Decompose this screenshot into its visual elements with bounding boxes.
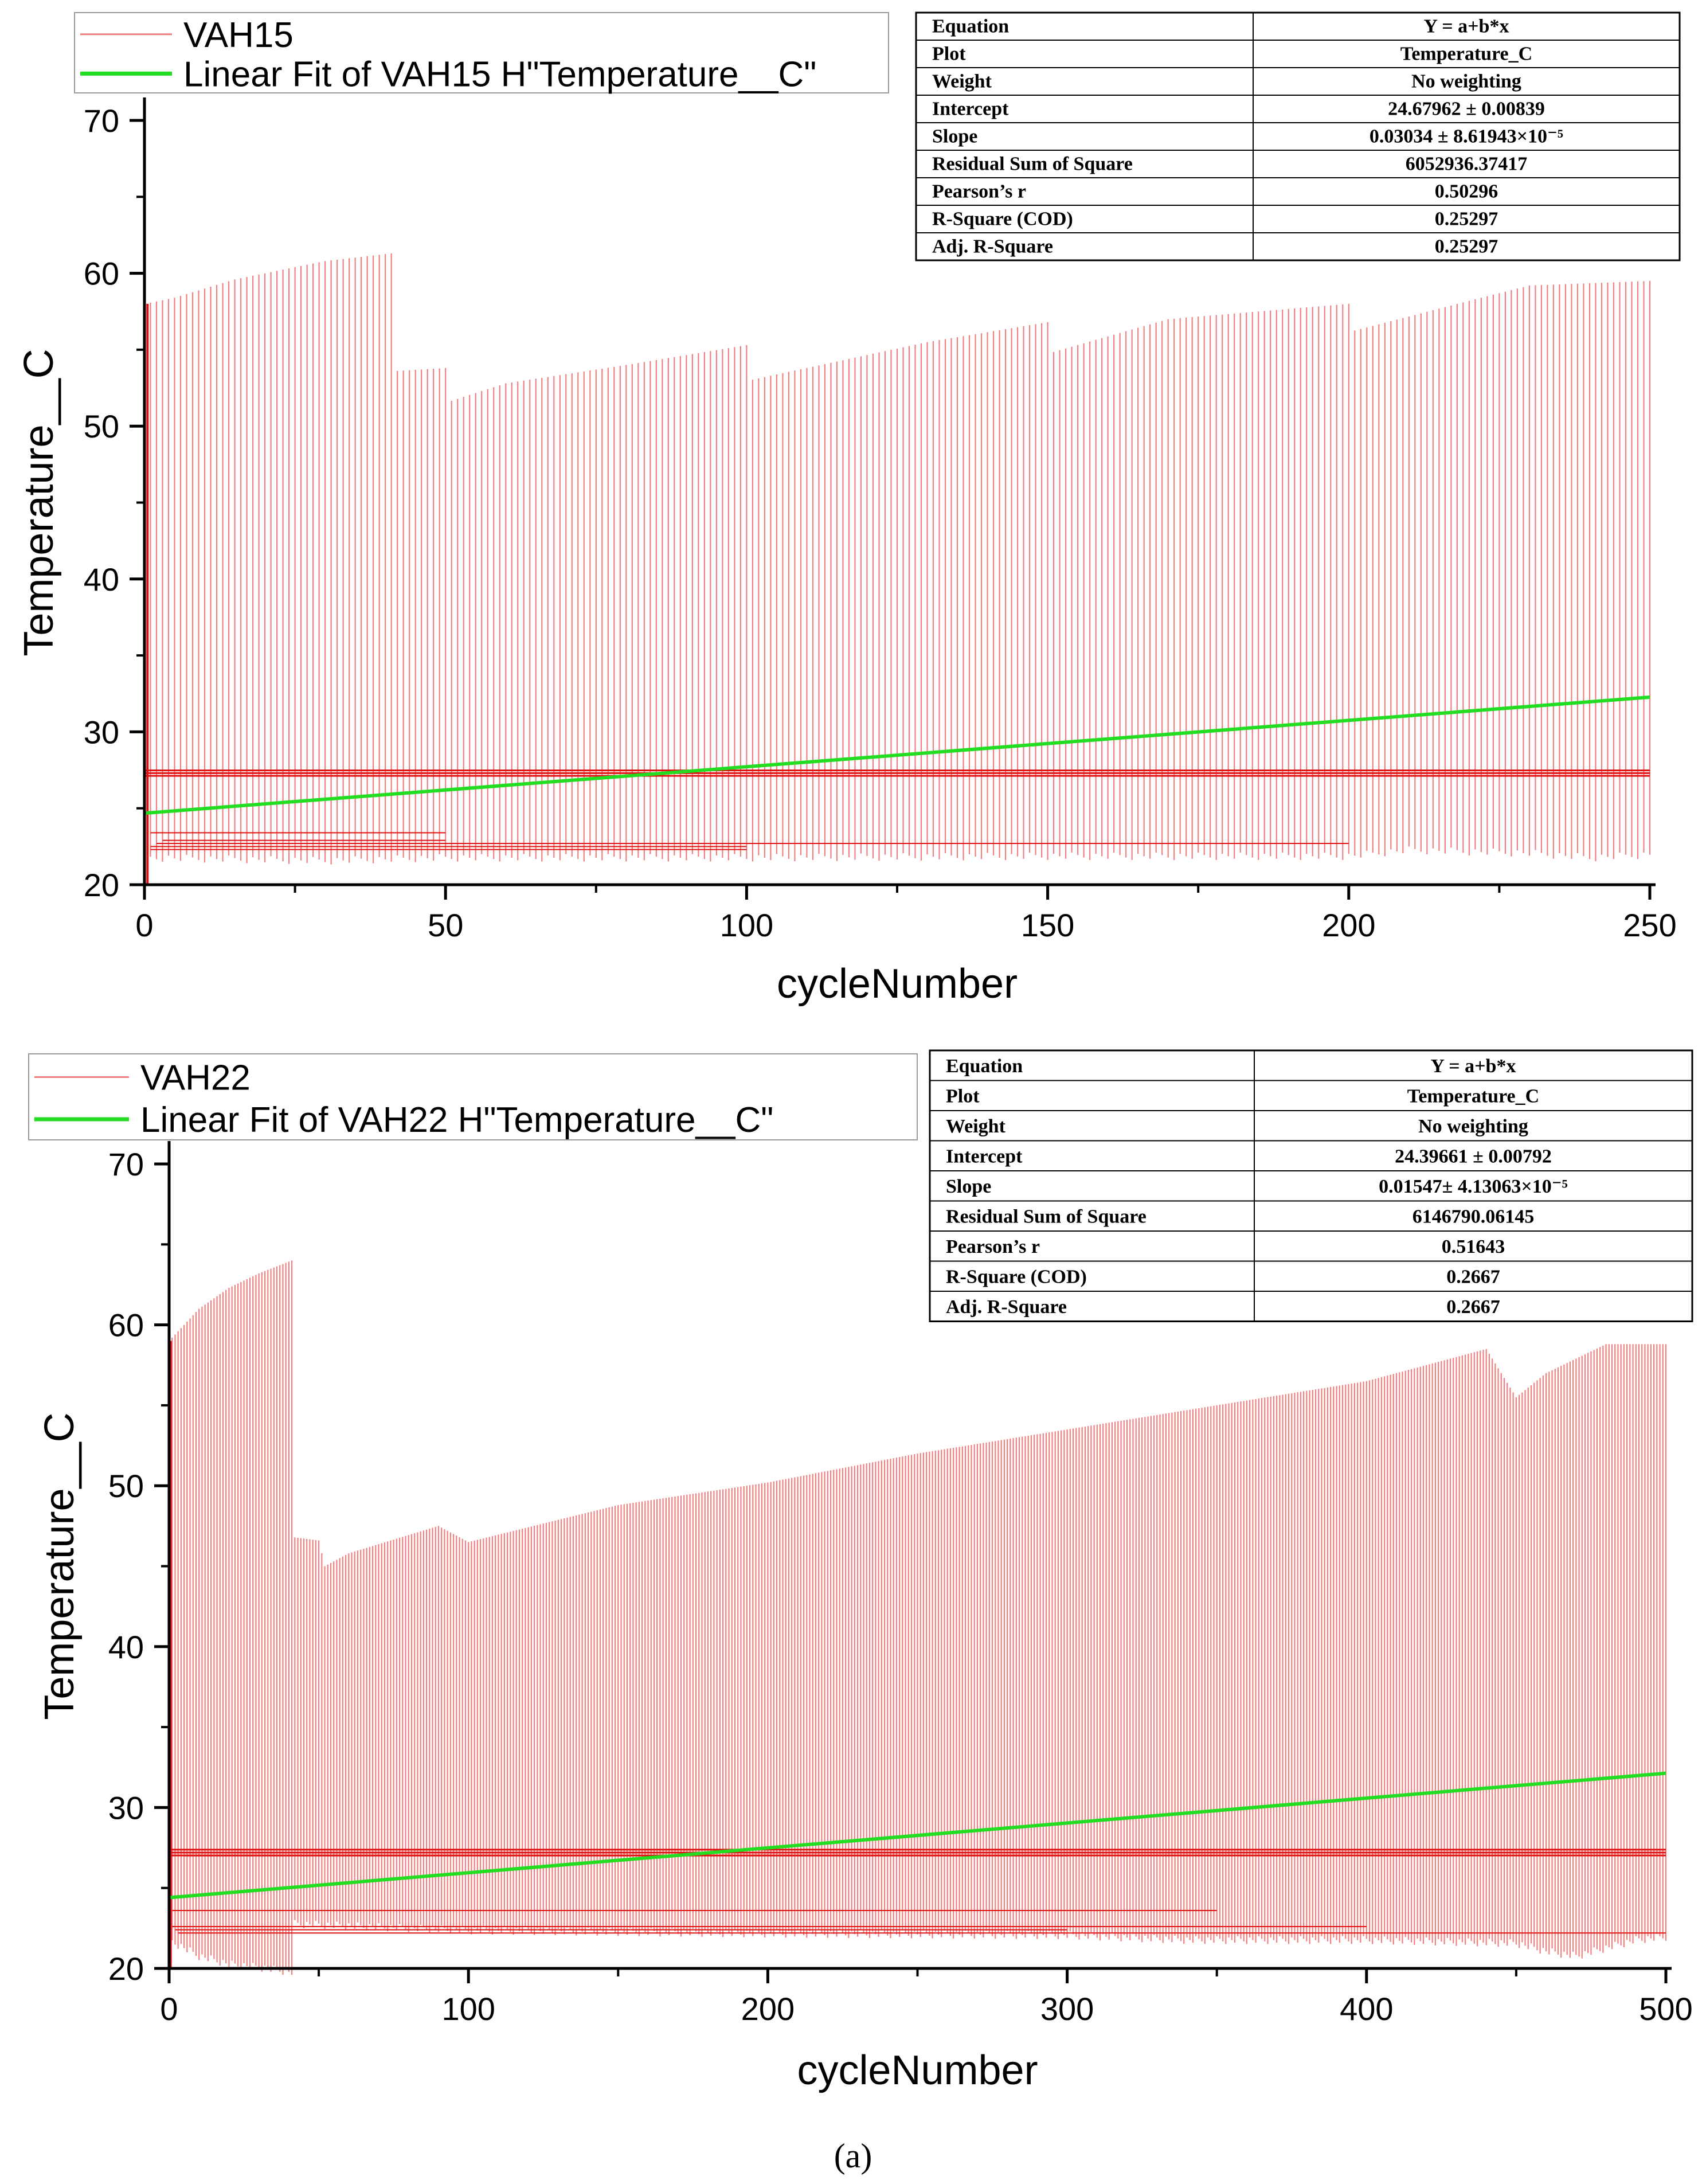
stats-table-key: Plot xyxy=(932,44,966,65)
stats-table-key: Equation xyxy=(946,1056,1023,1077)
x-axis-title: cycleNumber xyxy=(777,961,1018,1007)
stats-table-border xyxy=(929,1049,1693,1322)
stats-table-value: 24.39661 ± 0.00792 xyxy=(1395,1146,1552,1167)
stats-table-border xyxy=(915,11,1681,261)
stats-table-value: 0.25297 xyxy=(1435,209,1498,230)
axes xyxy=(167,1141,1672,1970)
x-tick-label: 50 xyxy=(428,907,463,943)
stats-table-key: Slope xyxy=(946,1176,991,1197)
y-tick-label: 70 xyxy=(108,1146,144,1182)
chart-1: 20 30 40 50 60 70 0 50 100 150 200 250 cycleNumber Te… xyxy=(16,11,1681,1007)
y-tick-label: 30 xyxy=(108,1790,144,1826)
stats-table-value: No weighting xyxy=(1411,71,1521,92)
stats-table-value: No weighting xyxy=(1418,1116,1528,1137)
stats-table-key: Intercept xyxy=(946,1146,1023,1167)
y-tick-label: 40 xyxy=(108,1629,144,1665)
legend-label-raw: VAH22 xyxy=(140,1058,251,1098)
stats-table-value: 24.67962 ± 0.00839 xyxy=(1388,99,1545,120)
stats-table-value: Y = a+b*x xyxy=(1424,16,1509,37)
y-axis-title: Temperature__C xyxy=(16,349,62,656)
y-tick-label: 70 xyxy=(84,103,119,139)
x-tick-label: 200 xyxy=(741,1991,795,2027)
stats-table-value: 0.50296 xyxy=(1435,181,1498,202)
figure-caption: (a) xyxy=(834,2137,872,2175)
stats-table-value: Temperature_C xyxy=(1407,1085,1539,1107)
y-tick-label: 50 xyxy=(108,1468,144,1504)
data-baseline-band xyxy=(144,769,1650,777)
y-tick-label: 20 xyxy=(108,1951,144,1987)
stats-table-key: Weight xyxy=(946,1116,1006,1137)
y-tick-label: 60 xyxy=(108,1307,144,1343)
x-tick-label: 0 xyxy=(135,907,153,943)
stats-table-value: 0.25297 xyxy=(1435,236,1498,257)
stats-table-value: 0.51643 xyxy=(1442,1236,1505,1257)
x-tick-label: 300 xyxy=(1040,1991,1094,2027)
x-tick-label: 200 xyxy=(1322,907,1375,943)
stats-table-value: 0.01547± 4.13063×10⁻⁵ xyxy=(1379,1176,1568,1197)
data-series-spikes xyxy=(168,1260,1667,1975)
data-series-spikes xyxy=(143,253,1651,865)
x-tick-label: 100 xyxy=(441,1991,495,2027)
stats-table-key: R-Square (COD) xyxy=(946,1266,1087,1287)
stats-table-key: R-Square (COD) xyxy=(932,209,1073,230)
y-tick-label: 20 xyxy=(84,867,119,903)
stats-table: Equation Y = a+b*x Plot Temperature_C Weight… xyxy=(929,1049,1693,1322)
stats-table-key: Slope xyxy=(932,126,977,147)
x-tick-label: 0 xyxy=(160,1991,178,2027)
stats-table-key: Residual Sum of Square xyxy=(932,154,1133,175)
chart-2: 20 30 40 50 60 70 0 100 200 300 400 500 cycleNumber T… xyxy=(28,1049,1693,2093)
legend-label-fit: Linear Fit of VAH15 H"Temperature__C" xyxy=(183,54,816,94)
legend-box xyxy=(28,1053,918,1140)
stats-table-value: Y = a+b*x xyxy=(1431,1056,1516,1077)
stats-table-key: Weight xyxy=(932,71,992,92)
axes xyxy=(143,97,1656,886)
x-tick-label: 400 xyxy=(1340,1991,1393,2027)
x-tick-label: 150 xyxy=(1021,907,1074,943)
y-tick-label: 40 xyxy=(84,561,119,597)
stats-table-key: Adj. R-Square xyxy=(932,236,1053,257)
y-tick-label: 60 xyxy=(84,256,119,292)
linear-fit-line xyxy=(169,1771,1666,1900)
stats-table-value: 0.2667 xyxy=(1446,1296,1500,1318)
stats-table-value: 0.03034 ± 8.61943×10⁻⁵ xyxy=(1370,126,1563,147)
stats-table-value: 6146790.06145 xyxy=(1412,1206,1535,1227)
y-tick-label: 30 xyxy=(84,714,119,750)
stats-table-key: Plot xyxy=(946,1085,980,1107)
x-tick-label: 250 xyxy=(1623,907,1676,943)
stats-table-key: Pearson’s r xyxy=(946,1236,1040,1257)
stats-table-value: Temperature_C xyxy=(1400,44,1532,65)
linear-fit-line xyxy=(144,695,1650,815)
stats-table: Equation Y = a+b*x Plot Temperature_C Weight… xyxy=(915,11,1681,261)
y-axis-title: Temperature__C xyxy=(37,1412,83,1720)
stats-table-key: Pearson’s r xyxy=(932,181,1026,202)
stats-table-key: Adj. R-Square xyxy=(946,1296,1067,1318)
legend-box xyxy=(74,12,889,93)
stats-table-value: 6052936.37417 xyxy=(1406,154,1528,175)
x-tick-label: 500 xyxy=(1639,1991,1692,2027)
x-tick-label: 100 xyxy=(720,907,773,943)
stats-table-key: Residual Sum of Square xyxy=(946,1206,1147,1227)
y-tick-label: 50 xyxy=(84,408,119,444)
data-horizontal-traces xyxy=(172,1855,1666,1934)
x-axis-title: cycleNumber xyxy=(797,2048,1038,2093)
legend-label-fit: Linear Fit of VAH22 H"Temperature__C" xyxy=(140,1100,773,1140)
data-horizontal-traces xyxy=(150,832,1349,850)
stats-table-key: Equation xyxy=(932,16,1009,37)
legend-label-raw: VAH15 xyxy=(183,15,294,55)
stats-table-key: Intercept xyxy=(932,99,1009,120)
stats-table-value: 0.2667 xyxy=(1446,1266,1500,1287)
